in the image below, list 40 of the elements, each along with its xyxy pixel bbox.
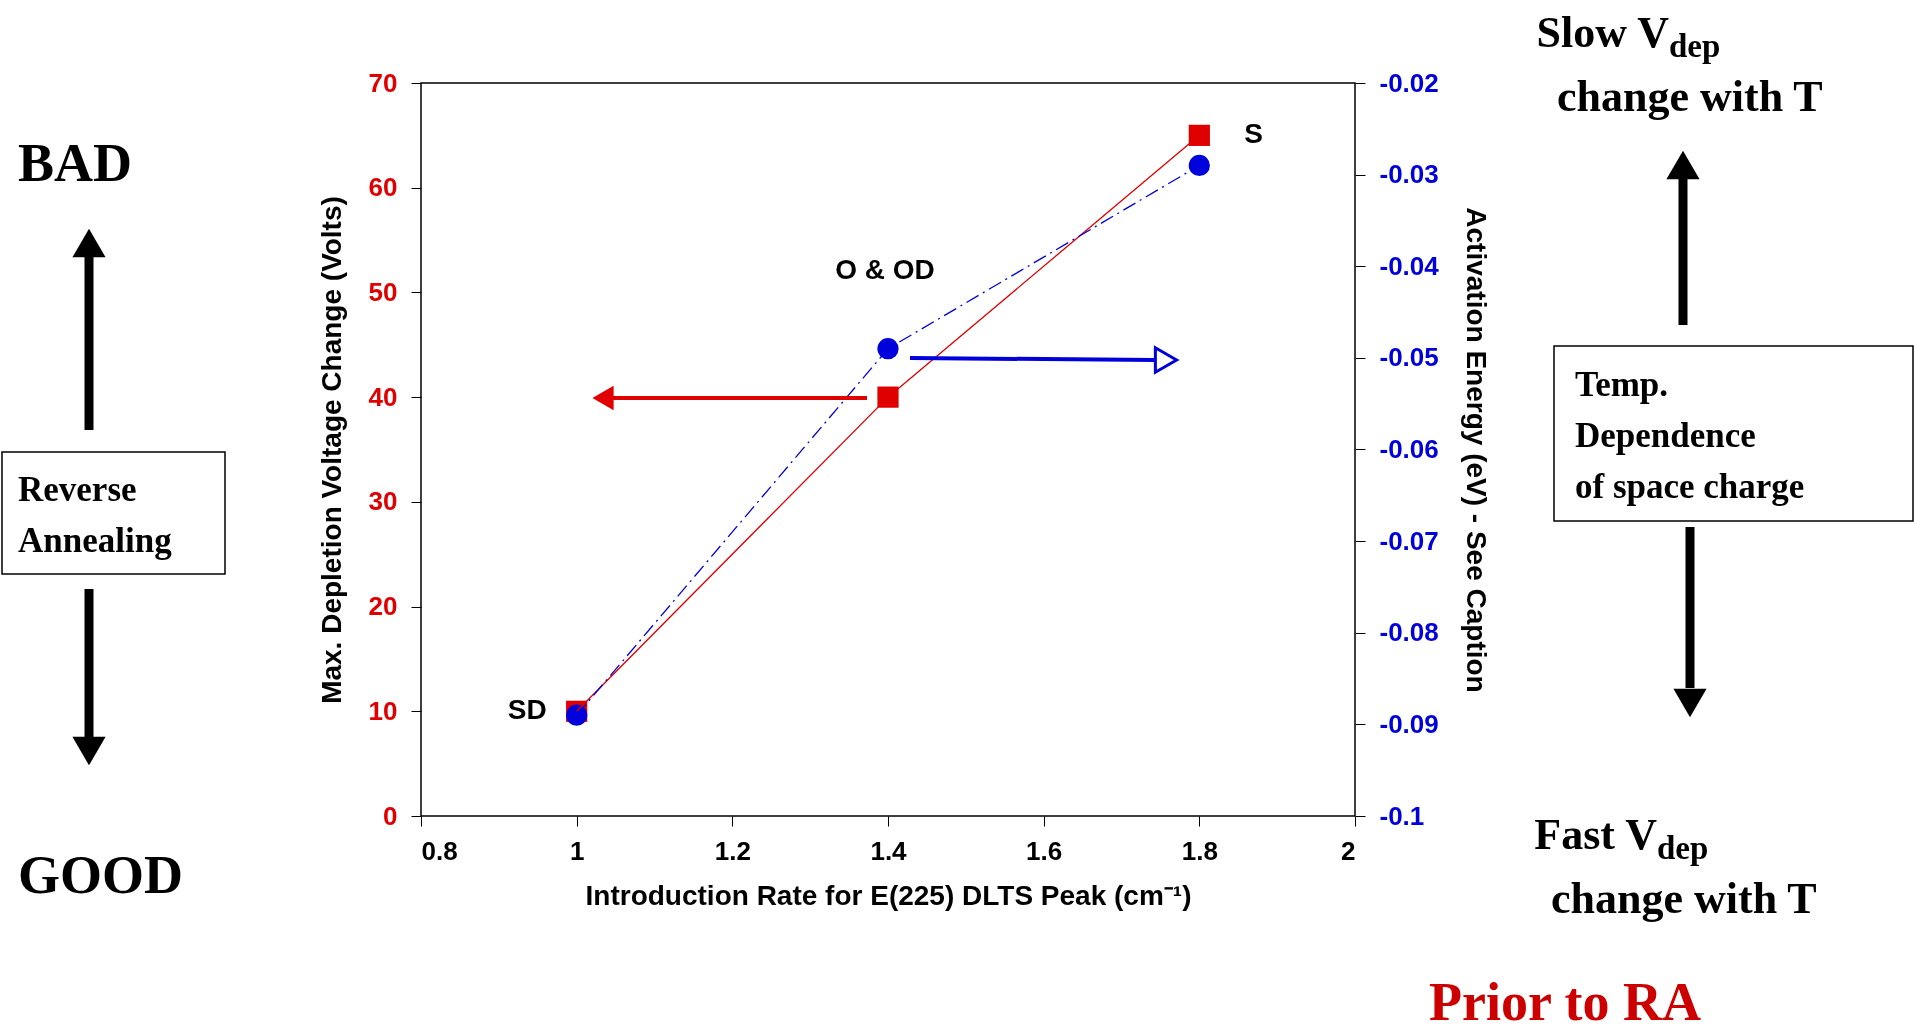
x-tick-label: 1.6 — [1026, 835, 1063, 866]
y2-tick-label: -0.06 — [1379, 434, 1439, 464]
y-axis-title: Max. Depletion Voltage Change (Volts) — [315, 196, 347, 704]
y-tick-label: 20 — [368, 591, 398, 622]
y-tick-label: 50 — [368, 276, 398, 307]
annotation: O & OD — [835, 254, 935, 285]
text: Dependence — [1575, 416, 1756, 455]
y-tick-label: 30 — [368, 486, 398, 517]
y2-tick-label: -0.1 — [1379, 800, 1425, 831]
text: Reverse — [18, 470, 137, 509]
y2-tick-label: -0.05 — [1379, 342, 1439, 373]
annotation: SD — [507, 694, 547, 726]
text: Prior to RA — [1429, 972, 1701, 1032]
annotation: S — [1244, 118, 1264, 150]
y2-tick-label: -0.04 — [1379, 250, 1440, 281]
y2-tick-label: -0.07 — [1379, 525, 1439, 556]
x-axis-title: Introduction Rate for E(225) DLTS Peak (cm⁻¹) — [585, 879, 1192, 911]
text: Temp. — [1575, 365, 1669, 404]
text: change with T — [1551, 874, 1817, 923]
x-tick-label: 1.8 — [1181, 835, 1218, 866]
y2-tick-label: -0.08 — [1379, 617, 1439, 648]
text: GOOD — [18, 845, 184, 905]
y-tick-label: 10 — [368, 695, 398, 726]
text: BAD — [18, 133, 133, 193]
text: Annealing — [18, 521, 173, 560]
y2-tick-label: -0.09 — [1379, 708, 1439, 739]
x-tick-label: 1.2 — [714, 835, 751, 866]
y2-tick-label: -0.03 — [1379, 159, 1439, 190]
x-tick-label: 0.8 — [421, 835, 458, 866]
y-tick-label: 0 — [383, 800, 398, 831]
y-tick-label: 70 — [368, 67, 398, 98]
x-tick-label: 2 — [1341, 835, 1356, 866]
x-tick-label: 1.4 — [870, 835, 908, 866]
y2-axis-title: Activation Energy (eV) - See Caption — [1460, 207, 1492, 693]
x-tick-label: 1 — [569, 835, 585, 866]
y2-tick-label: -0.02 — [1379, 67, 1439, 98]
text: of space charge — [1575, 467, 1805, 506]
text: change with T — [1557, 72, 1823, 121]
y-tick-label: 40 — [368, 381, 398, 412]
y-tick-label: 60 — [368, 172, 398, 203]
